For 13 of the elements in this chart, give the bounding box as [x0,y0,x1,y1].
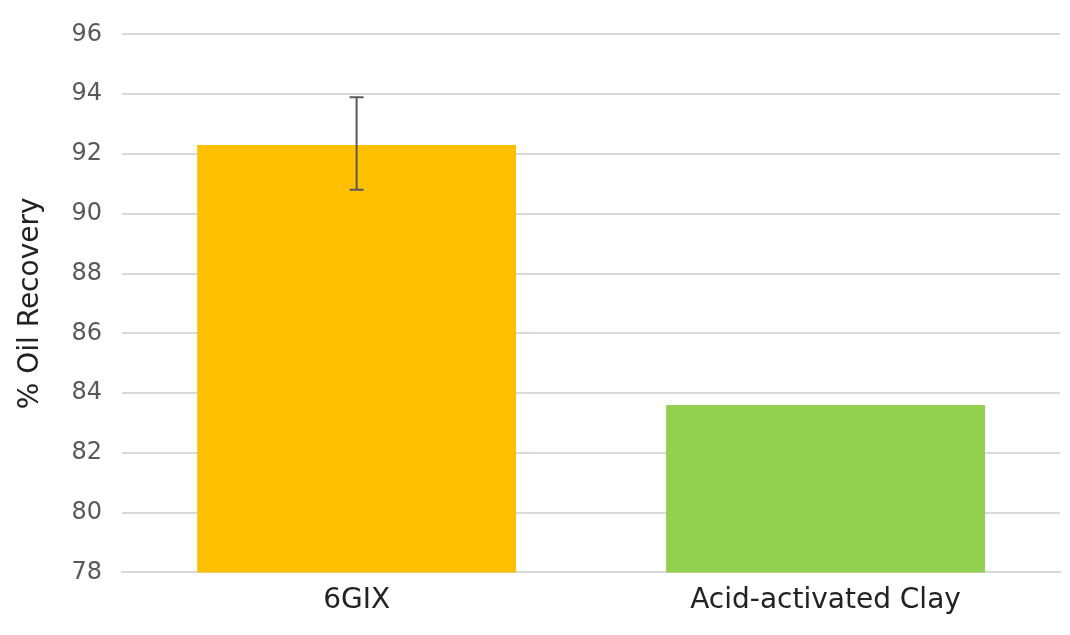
y-tick-label: 94 [71,78,103,107]
x-tick-label: 6GIX [323,582,391,616]
y-tick-label: 86 [71,317,103,346]
y-axis-title: % Oil Recovery [12,197,46,410]
y-tick-label: 84 [71,377,103,406]
y-tick-label: 88 [71,257,103,286]
y-tick-label: 92 [71,138,103,167]
y-tick-label: 96 [71,18,103,47]
x-tick-label: Acid-activated Clay [690,582,961,616]
y-tick-label: 82 [71,437,103,466]
y-tick-label: 90 [71,197,103,226]
y-tick-label: 80 [71,496,103,525]
y-tick-label: 78 [71,556,103,585]
